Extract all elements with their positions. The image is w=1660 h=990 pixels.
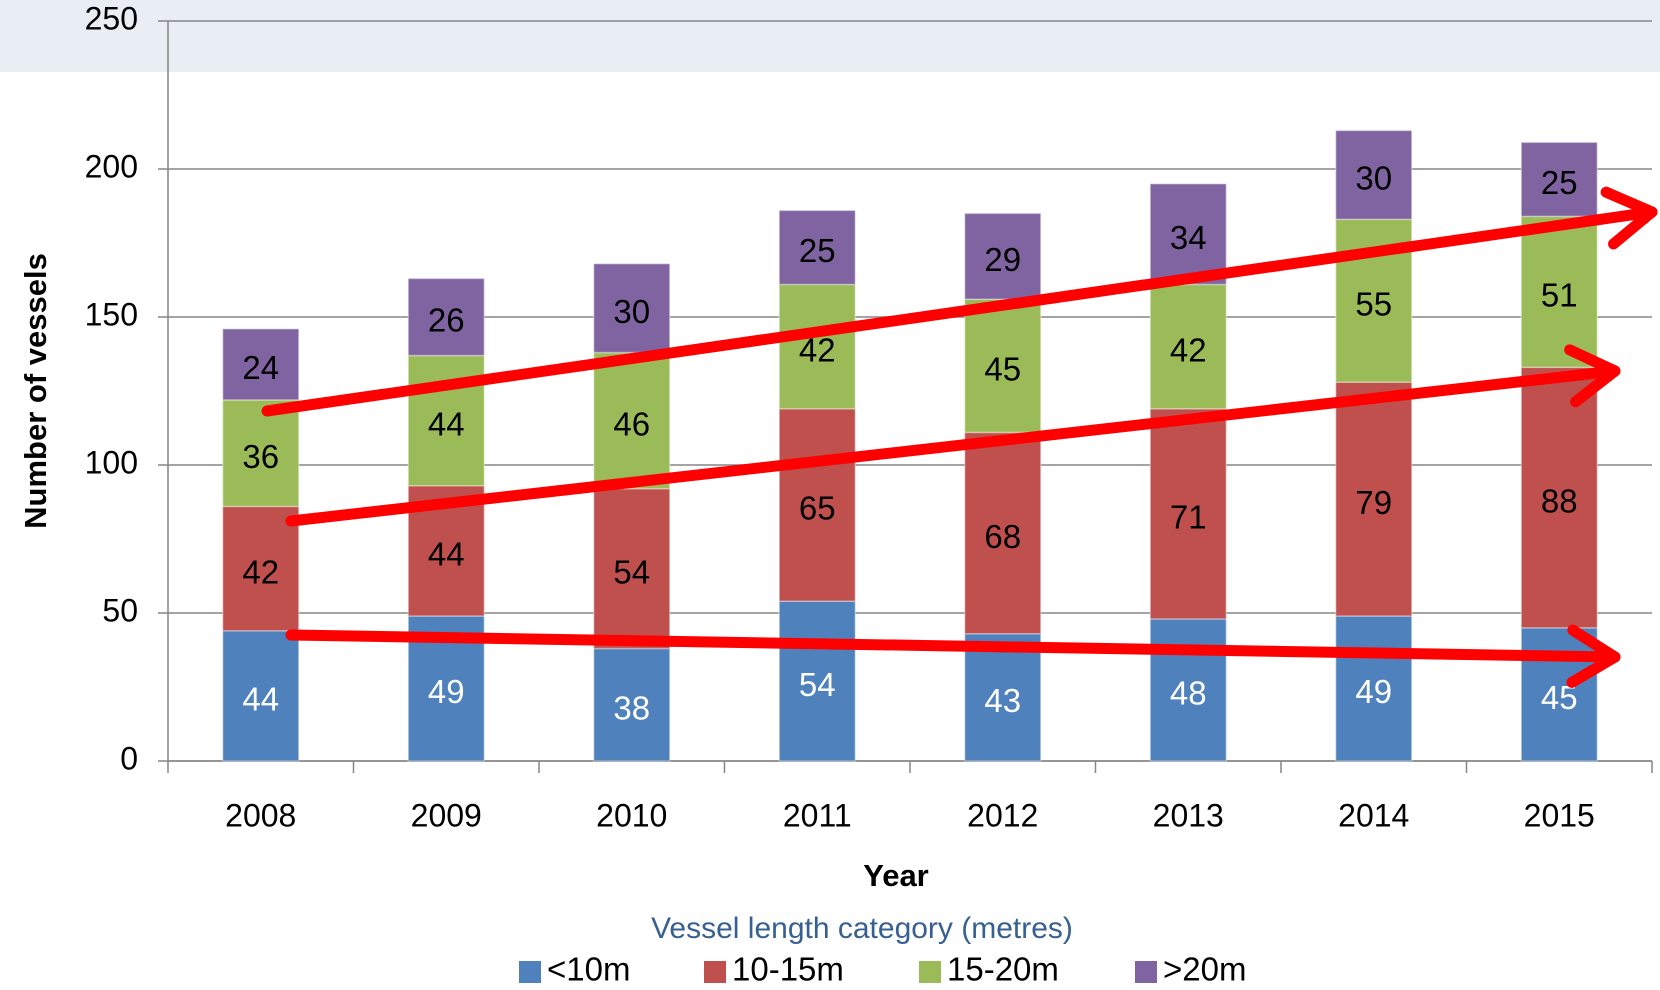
arrow-shaft <box>285 365 1621 527</box>
bar-segment <box>1520 141 1599 218</box>
data-label: 88 <box>1541 482 1578 519</box>
data-label: 45 <box>984 351 1021 388</box>
data-label: 34 <box>1170 219 1207 256</box>
data-label: 44 <box>242 681 279 718</box>
y-axis-title: Number of vessels <box>18 253 53 529</box>
bar-segment <box>221 399 300 508</box>
data-label: 48 <box>1170 675 1207 712</box>
data-label: 25 <box>799 232 836 269</box>
bar-segment <box>963 212 1042 300</box>
data-label: 42 <box>242 553 279 590</box>
legend-label: 10-15m <box>732 951 844 988</box>
data-label: 68 <box>984 518 1021 555</box>
x-tick-label: 2008 <box>225 797 296 833</box>
data-label: 54 <box>799 666 836 703</box>
y-tick-label: 150 <box>85 296 138 332</box>
arrow-head <box>1564 344 1621 408</box>
data-label: 30 <box>1355 160 1392 197</box>
y-tick-label: 0 <box>120 740 138 776</box>
legend-swatch <box>519 961 541 983</box>
legend-label: 15-20m <box>947 951 1059 988</box>
data-label: 54 <box>613 553 650 590</box>
bar-segment <box>221 328 300 401</box>
bar-segment <box>221 505 300 632</box>
bar-segment <box>592 647 671 762</box>
x-tick-label: 2009 <box>411 797 482 833</box>
bar-segment <box>963 431 1042 635</box>
data-label: 42 <box>1170 331 1207 368</box>
legend-label: <10m <box>547 951 630 988</box>
data-label: 51 <box>1541 277 1578 314</box>
data-label: 43 <box>984 682 1021 719</box>
legend-swatch <box>704 961 726 983</box>
data-label: 44 <box>428 536 465 573</box>
bar-segment <box>1149 408 1228 620</box>
data-label: 36 <box>242 438 279 475</box>
y-tick-label: 50 <box>102 592 138 628</box>
x-tick-label: 2015 <box>1524 797 1595 833</box>
legend-swatch <box>1135 961 1157 983</box>
header-band <box>0 0 1660 72</box>
x-tick-label: 2011 <box>783 797 852 833</box>
bar-segment <box>1520 627 1599 762</box>
bar-segment <box>1334 381 1413 617</box>
data-label: 30 <box>613 293 650 330</box>
data-label: 46 <box>613 405 650 442</box>
bar-segment <box>1149 283 1228 410</box>
trend-arrows <box>261 186 1658 688</box>
data-label: 65 <box>799 490 836 527</box>
bar-segment <box>221 630 300 762</box>
bar-segment <box>1149 618 1228 762</box>
data-label: 44 <box>428 405 465 442</box>
bar-segment <box>778 408 857 602</box>
bar-segment <box>592 262 671 354</box>
bar-segment <box>1149 183 1228 286</box>
bar-segment <box>407 277 486 357</box>
legend-swatch <box>919 961 941 983</box>
bar-segment <box>778 600 857 762</box>
data-label: 29 <box>984 241 1021 278</box>
data-label: 79 <box>1355 484 1392 521</box>
data-label: 24 <box>242 349 279 386</box>
y-tick-label: 200 <box>85 148 138 184</box>
data-label: 55 <box>1355 285 1392 322</box>
legend-label: >20m <box>1163 951 1246 988</box>
bar-segment <box>963 632 1042 762</box>
data-label: 38 <box>613 689 650 726</box>
x-tick-label: 2012 <box>967 797 1038 833</box>
bar-segment <box>778 209 857 286</box>
arrow-shaft <box>261 206 1658 417</box>
data-label: 49 <box>428 673 465 710</box>
y-tick-label: 100 <box>85 444 138 480</box>
data-label: 25 <box>1541 164 1578 201</box>
data-label: 71 <box>1170 499 1207 536</box>
x-tick-label: 2014 <box>1338 797 1409 833</box>
y-tick-label: 250 <box>85 0 138 36</box>
data-label: 26 <box>428 302 465 339</box>
bar-segment <box>592 487 671 650</box>
bar-segment <box>1334 129 1413 221</box>
bar-segment <box>1520 215 1599 369</box>
arrow-head <box>1566 624 1621 688</box>
x-tick-label: 2010 <box>596 797 667 833</box>
x-axis-title: Year <box>863 858 929 893</box>
arrow-head <box>1600 186 1658 250</box>
data-label: 49 <box>1355 673 1392 710</box>
bar-segment <box>1334 615 1413 762</box>
legend-title: Vessel length category (metres) <box>651 912 1073 945</box>
bar-segment <box>963 298 1042 434</box>
x-tick-label: 2013 <box>1153 797 1224 833</box>
arrow-shaft <box>285 629 1621 663</box>
